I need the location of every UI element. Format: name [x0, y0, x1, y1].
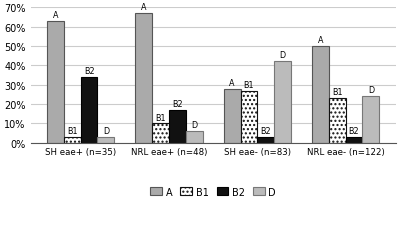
- Bar: [329, 99, 346, 143]
- Text: B1: B1: [244, 80, 254, 89]
- Text: D: D: [191, 121, 197, 130]
- Text: A: A: [318, 36, 323, 45]
- Bar: [64, 138, 81, 143]
- Bar: [274, 62, 291, 143]
- Text: B1: B1: [67, 127, 78, 136]
- Text: A: A: [230, 78, 235, 87]
- Legend: A, B1, B2, D: A, B1, B2, D: [146, 183, 280, 201]
- Bar: [257, 138, 274, 143]
- Text: B2: B2: [84, 67, 94, 76]
- Text: A: A: [53, 11, 58, 20]
- Bar: [224, 89, 240, 143]
- Bar: [98, 138, 114, 143]
- Bar: [346, 138, 362, 143]
- Text: D: D: [368, 86, 374, 95]
- Bar: [169, 110, 186, 143]
- Bar: [136, 14, 152, 143]
- Bar: [47, 22, 64, 143]
- Text: A: A: [141, 3, 146, 12]
- Bar: [152, 124, 169, 143]
- Text: B2: B2: [260, 127, 271, 136]
- Text: D: D: [103, 127, 109, 136]
- Bar: [186, 132, 202, 143]
- Bar: [362, 97, 379, 143]
- Text: B1: B1: [155, 113, 166, 122]
- Bar: [312, 47, 329, 143]
- Bar: [240, 91, 257, 143]
- Text: B2: B2: [172, 100, 183, 109]
- Text: D: D: [280, 51, 286, 60]
- Text: B1: B1: [332, 88, 342, 97]
- Text: B2: B2: [349, 127, 359, 136]
- Bar: [81, 78, 98, 143]
